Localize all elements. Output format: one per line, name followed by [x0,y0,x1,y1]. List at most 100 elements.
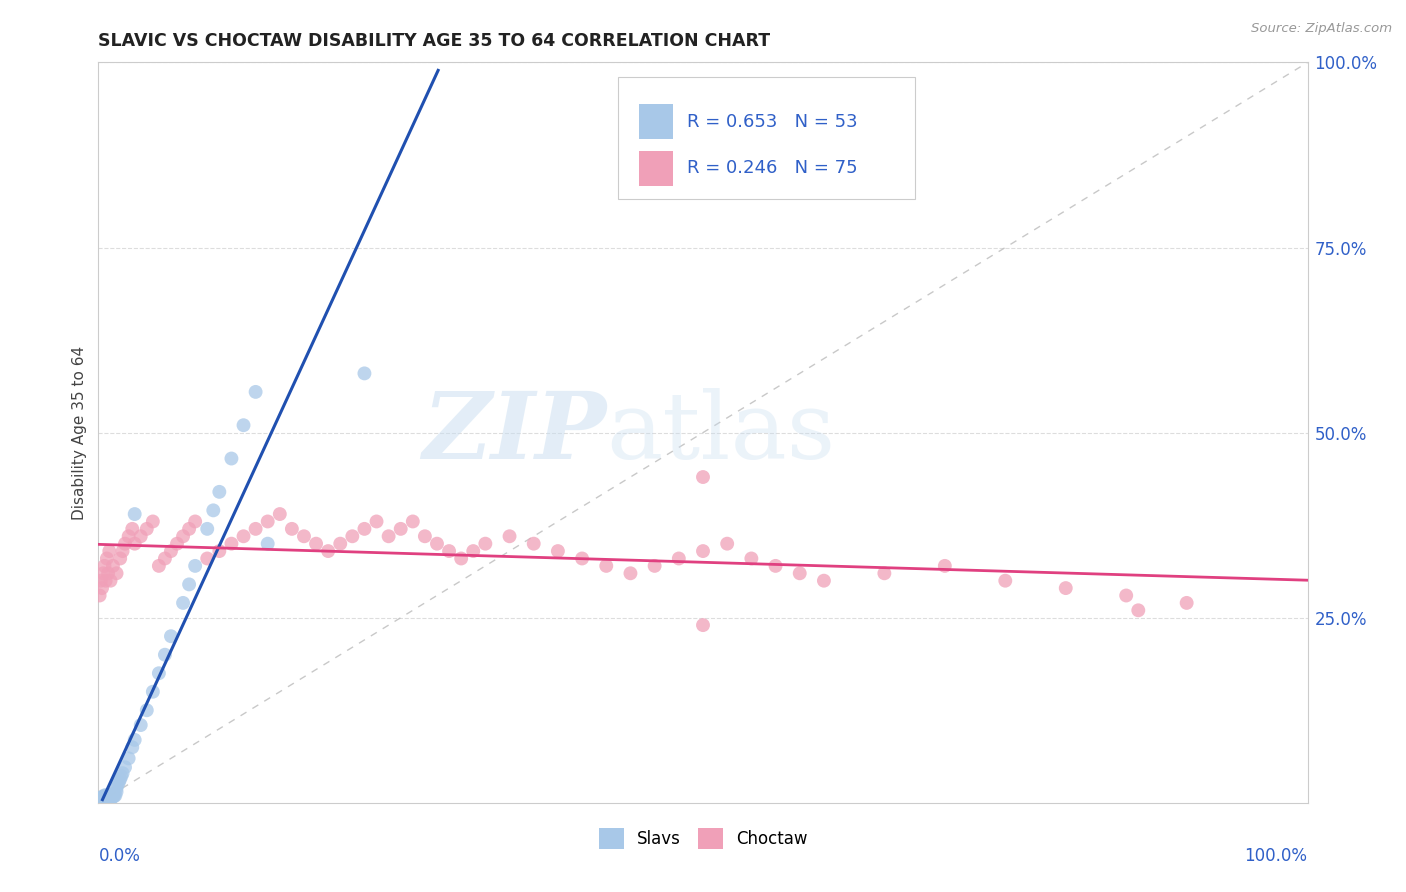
Point [160,544,183,558]
Point [1115,589,1137,603]
Point [94,574,117,588]
Point [91,789,114,804]
Point [100,791,122,805]
Point [105,566,128,581]
Point [873,566,896,581]
Point [221,536,243,550]
Point [765,558,787,573]
Point [184,515,207,529]
Point [93,789,115,803]
Point [105,780,128,795]
FancyBboxPatch shape [638,103,673,139]
Point [692,470,714,484]
Point [100,574,122,588]
Point [221,451,243,466]
Point [124,507,146,521]
Point [195,551,218,566]
Point [111,766,134,780]
Point [96,791,118,805]
Point [148,666,170,681]
Point [292,529,315,543]
Point [1054,581,1077,595]
Point [366,515,388,529]
Point [413,529,436,543]
Point [474,536,496,550]
Point [97,566,120,581]
Point [91,581,114,595]
Point [93,558,115,573]
Point [184,558,207,573]
Text: ZIP: ZIP [422,388,606,477]
Point [377,529,399,543]
Point [281,522,304,536]
Point [402,515,425,529]
Point [692,618,714,632]
Point [160,629,183,643]
Point [114,536,136,550]
Point [232,529,254,543]
FancyBboxPatch shape [638,151,673,186]
Point [463,544,485,558]
Point [153,551,176,566]
Point [195,522,218,536]
Point [100,789,122,804]
Point [97,792,120,806]
Point [305,536,328,550]
Text: R = 0.653   N = 53: R = 0.653 N = 53 [688,112,858,130]
Point [98,791,121,805]
Point [353,522,375,536]
Point [232,418,254,433]
Point [107,777,129,791]
Point [740,551,762,566]
Point [98,789,121,804]
Point [208,544,231,558]
Point [96,551,118,566]
Point [118,529,141,543]
Point [619,566,641,581]
Point [129,718,152,732]
Point [103,786,125,800]
Point [148,558,170,573]
Text: 0.0%: 0.0% [98,847,141,865]
Point [208,484,231,499]
Point [426,536,449,550]
Point [91,790,114,805]
Point [103,789,125,804]
Point [329,536,352,550]
Point [101,789,124,804]
Point [316,544,339,558]
Point [644,558,666,573]
Point [111,544,134,558]
Point [90,574,112,588]
Point [547,544,569,558]
Point [1175,596,1198,610]
Point [668,551,690,566]
Point [91,791,114,805]
Point [108,775,131,789]
Point [101,558,124,573]
Point [90,792,112,806]
Point [172,529,194,543]
Point [353,367,375,381]
Point [166,536,188,550]
Point [100,789,122,803]
Point [114,760,136,774]
Point [153,648,176,662]
Text: atlas: atlas [606,388,835,477]
Point [142,685,165,699]
Point [716,536,738,550]
Point [97,789,120,803]
Point [256,536,278,550]
Text: SLAVIC VS CHOCTAW DISABILITY AGE 35 TO 64 CORRELATION CHART: SLAVIC VS CHOCTAW DISABILITY AGE 35 TO 6… [98,32,770,50]
Point [110,769,132,783]
Text: Source: ZipAtlas.com: Source: ZipAtlas.com [1251,22,1392,36]
Point [96,789,118,804]
Point [595,558,617,573]
Point [523,536,546,550]
Point [98,544,121,558]
Point [118,751,141,765]
Point [256,515,278,529]
Text: 100.0%: 100.0% [1244,847,1308,865]
Point [124,732,146,747]
Point [571,551,593,566]
